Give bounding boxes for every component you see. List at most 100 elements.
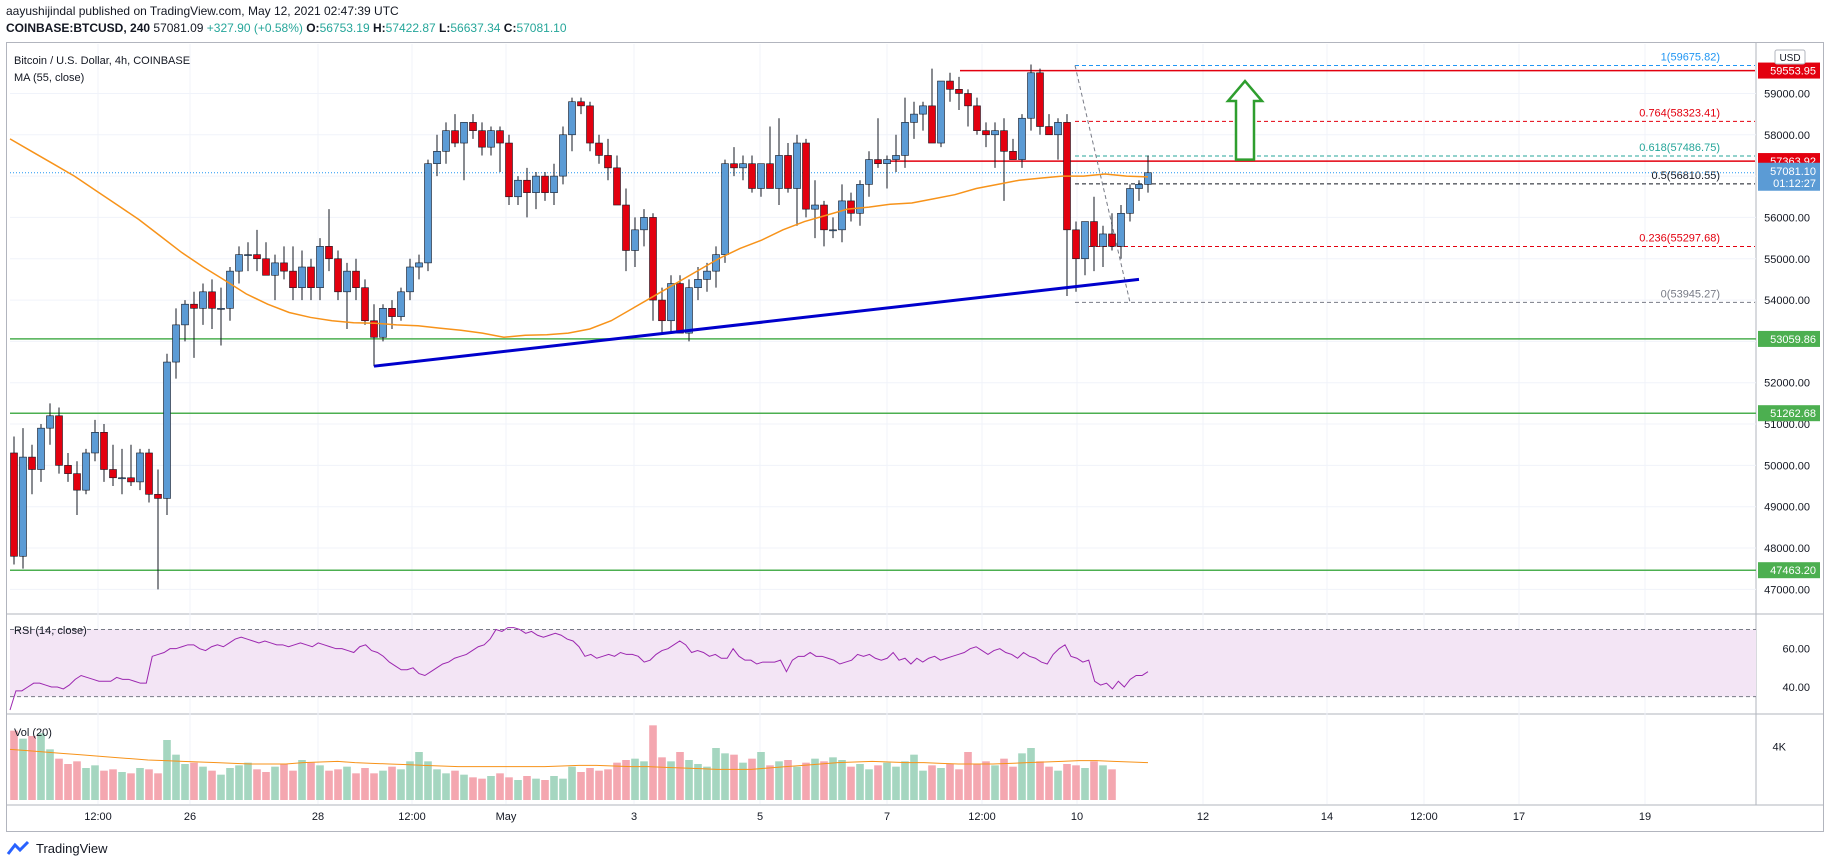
x-tick-label: 14 — [1321, 811, 1333, 823]
volume-bar — [784, 760, 792, 800]
volume-bar — [568, 766, 576, 800]
candle-body — [892, 155, 900, 160]
volume-bar — [838, 760, 846, 800]
candle-body — [865, 159, 873, 185]
volume-bar — [397, 769, 405, 800]
rsi-band — [10, 629, 1756, 697]
candle-body — [325, 246, 333, 260]
candle-body — [379, 308, 387, 338]
volume-bar — [451, 770, 459, 800]
candle-body — [847, 200, 855, 214]
volume-bar — [766, 765, 774, 800]
candle-body — [973, 105, 981, 131]
y-tick-label: 47000.00 — [1764, 584, 1810, 596]
price-level-badge — [1758, 330, 1820, 347]
x-tick-label: 26 — [184, 811, 196, 823]
volume-bar — [208, 770, 216, 800]
volume-bar — [1045, 766, 1053, 800]
volume-tick-label: 4K — [1773, 742, 1787, 754]
candle-body — [208, 291, 216, 309]
candle-body — [748, 163, 756, 189]
candle-body — [1072, 229, 1080, 260]
y-tick-label: 49000.00 — [1764, 502, 1810, 514]
volume-bar — [100, 770, 108, 800]
vol-legend: Vol (20) — [14, 727, 52, 739]
volume-bar — [1072, 765, 1080, 800]
x-tick-label: 10 — [1071, 811, 1083, 823]
volume-bar — [1018, 753, 1026, 800]
volume-bar — [757, 752, 765, 800]
candle-body — [487, 130, 495, 148]
volume-bar — [352, 773, 360, 800]
volume-bar — [622, 760, 630, 800]
currency-label: USD — [1779, 53, 1800, 64]
candle-body — [775, 155, 783, 189]
y-tick-label: 54000.00 — [1764, 295, 1810, 307]
price-level-label: 51262.68 — [1770, 408, 1816, 420]
candle-body — [469, 122, 477, 131]
volume-bar — [577, 772, 585, 800]
brand-name[interactable]: TradingView — [36, 840, 108, 856]
price-pane: 1(59675.82) 0.764(58323.41) 0.618(57486.75… — [9, 52, 1756, 590]
published-text: published on TradingView.com, May 12, 20… — [78, 4, 399, 18]
x-tick-label: 12 — [1197, 811, 1209, 823]
candle-body — [361, 287, 369, 322]
volume-bar — [937, 768, 945, 800]
volume-bar — [262, 772, 270, 800]
symbol: COINBASE:BTCUSD — [6, 21, 124, 35]
volume-bar — [37, 733, 45, 800]
candle-body — [253, 254, 261, 260]
candle-body — [217, 308, 225, 310]
volume-bar — [892, 766, 900, 800]
candle-body — [1018, 117, 1026, 160]
volume-bar — [829, 757, 837, 800]
candle-body — [991, 130, 999, 136]
volume-bar — [631, 758, 639, 800]
volume-bar — [136, 768, 144, 800]
volume-bar — [343, 766, 351, 800]
candle-body — [55, 415, 63, 466]
candle-body — [424, 163, 432, 264]
candle-body — [1090, 221, 1098, 247]
footer: TradingView — [6, 840, 108, 856]
volume-bar — [226, 768, 234, 800]
candle-body — [1000, 130, 1008, 152]
y-tick-label: 48000.00 — [1764, 543, 1810, 555]
candle-body — [883, 159, 891, 165]
chart-frame[interactable] — [6, 42, 1824, 832]
volume-bar — [406, 761, 414, 800]
candle-body — [676, 283, 684, 334]
volume-bar — [91, 765, 99, 800]
volume-bar — [919, 770, 927, 800]
volume-bar — [73, 761, 81, 800]
candle-body — [343, 270, 351, 293]
price-level-label: 53059.86 — [1770, 334, 1816, 346]
candle-body — [532, 175, 540, 193]
candle-body — [244, 254, 252, 256]
candle-body — [829, 229, 837, 232]
candle-body — [1117, 212, 1125, 247]
candle-body — [964, 93, 972, 107]
candle-body — [955, 89, 963, 94]
volume-bar — [379, 770, 387, 800]
candle-body — [460, 122, 468, 144]
candle-body — [352, 270, 360, 288]
volume-bar — [1099, 765, 1107, 800]
fib-level-label: 0.764(58323.41) — [1639, 107, 1720, 119]
y-tick-label: 50000.00 — [1764, 460, 1810, 472]
volume-bar — [442, 773, 450, 800]
x-tick-label: May — [496, 811, 517, 823]
volume-bar — [1090, 761, 1098, 800]
fib-level-label: 0.236(55297.68) — [1639, 232, 1720, 244]
candle-body — [91, 432, 99, 454]
ma-55-line — [9, 138, 1149, 339]
author-name[interactable]: aayushijindal — [6, 4, 76, 18]
candle-body — [685, 287, 693, 334]
volume-bar — [883, 762, 891, 800]
y-tick-label: 51000.00 — [1764, 419, 1810, 431]
open-label: O: — [306, 21, 320, 35]
volume-bar — [307, 762, 315, 800]
candle-body — [154, 493, 162, 499]
fib-level-label: 0.5(56810.55) — [1652, 170, 1721, 182]
